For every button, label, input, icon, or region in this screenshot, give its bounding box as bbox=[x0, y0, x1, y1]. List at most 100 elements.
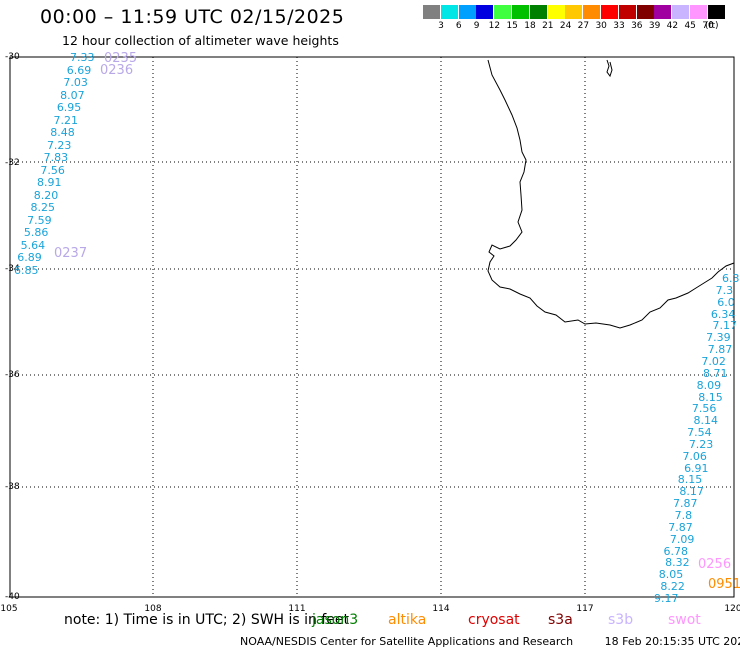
scale-tick-label: 42 bbox=[666, 21, 679, 31]
scale-swatch bbox=[654, 5, 672, 19]
scale-tick-label: 9 bbox=[473, 21, 480, 31]
scale-tick-label: 6 bbox=[455, 21, 462, 31]
legend-item-jason3: jason3 bbox=[312, 612, 359, 628]
wave-height-value: 7.87 bbox=[707, 343, 733, 357]
scale-swatch bbox=[547, 5, 565, 19]
wave-height-value: 7.8 bbox=[674, 509, 693, 523]
wave-height-value: 6.89 bbox=[17, 251, 42, 265]
wave-height-value: 7.17 bbox=[712, 319, 738, 333]
wave-height-value: 8.14 bbox=[693, 414, 719, 428]
wave-height-value: 8.15 bbox=[698, 390, 723, 404]
scale-tick-label: 45 bbox=[684, 21, 696, 31]
wave-height-value: 8.32 bbox=[665, 556, 690, 570]
wave-height-value: 7.39 bbox=[706, 331, 731, 345]
wave-height-value: 7.23 bbox=[46, 138, 72, 152]
wave-height-value: 7.23 bbox=[688, 437, 714, 451]
legend-item-altika: altika bbox=[388, 612, 427, 628]
lon-label: 117 bbox=[576, 604, 594, 614]
wave-height-value: 7.56 bbox=[691, 402, 717, 416]
grid-lines bbox=[10, 57, 734, 597]
lon-label: 114 bbox=[432, 604, 450, 614]
wave-height-value: 7.56 bbox=[40, 163, 65, 177]
wave-height-value: 9.17 bbox=[654, 592, 679, 605]
scale-swatch bbox=[512, 5, 529, 19]
lon-label: 105 bbox=[0, 604, 18, 614]
wave-height-value: 8.20 bbox=[33, 188, 59, 202]
scale-swatch bbox=[583, 5, 601, 19]
lat-label: -30 bbox=[5, 52, 20, 62]
wave-height-value: 7.54 bbox=[687, 426, 712, 440]
wave-height-value: 6.91 bbox=[684, 461, 709, 475]
scale-tick-label: 3 bbox=[438, 21, 444, 31]
footer-timestamp: 18 Feb 20:15:35 UTC 2025 bbox=[604, 635, 740, 648]
wave-height-value: 8.09 bbox=[696, 378, 722, 392]
scale-swatch bbox=[601, 5, 618, 19]
wave-height-value: 7.3 bbox=[715, 283, 734, 297]
scale-unit: (ft) bbox=[705, 21, 719, 31]
wave-height-value: 5.86 bbox=[23, 226, 49, 240]
wave-height-value: 5.64 bbox=[20, 238, 46, 252]
scale-swatch bbox=[529, 5, 547, 19]
wave-height-value: 8.71 bbox=[703, 366, 728, 380]
scale-tick-label: 15 bbox=[506, 21, 518, 31]
pass-time-label: 0951 bbox=[708, 577, 740, 592]
scale-swatch bbox=[690, 5, 707, 19]
footer: NOAA/NESDIS Center for Satellite Applica… bbox=[240, 635, 740, 648]
legend-item-s3a: s3a bbox=[548, 612, 573, 628]
pass-time-label: 0236 bbox=[100, 63, 134, 78]
scale-swatch bbox=[636, 5, 654, 19]
coastline-islet bbox=[606, 59, 613, 78]
page-subtitle: 12 hour collection of altimeter wave hei… bbox=[62, 33, 339, 48]
wave-height-value: 7.33 bbox=[70, 51, 95, 64]
wave-height-value: 7.09 bbox=[669, 532, 695, 546]
scale-tick-label: 12 bbox=[488, 21, 501, 31]
scale-tick-label: 70 bbox=[702, 21, 714, 31]
wave-height-value: 7.87 bbox=[672, 497, 698, 511]
legend-item-swot: swot bbox=[668, 612, 701, 628]
legend-item-cryosat: cryosat bbox=[468, 612, 520, 628]
wave-height-value: 7.06 bbox=[682, 449, 707, 463]
wave-height-value: 8.48 bbox=[50, 126, 75, 140]
lon-label: 120 bbox=[724, 604, 740, 614]
wave-height-value: 6.3 bbox=[722, 272, 740, 285]
wave-height-value: 7.21 bbox=[53, 113, 79, 127]
lat-label: -36 bbox=[5, 370, 20, 380]
lat-label: -40 bbox=[5, 592, 20, 602]
scale-swatch bbox=[672, 5, 690, 19]
wave-height-value: 6.85 bbox=[14, 264, 39, 277]
map-frame bbox=[9, 56, 735, 598]
scale-swatch bbox=[707, 5, 725, 19]
lat-label: -32 bbox=[5, 158, 20, 168]
wave-height-value: 6.34 bbox=[710, 307, 736, 321]
wave-height-value: 7.87 bbox=[668, 520, 693, 534]
scale-swatch bbox=[440, 5, 458, 19]
wave-height-value: 6.0 bbox=[717, 295, 735, 309]
pass-time-label: 0235 bbox=[104, 51, 138, 66]
scale-swatch bbox=[458, 5, 476, 19]
scale-swatch bbox=[423, 5, 440, 19]
wave-height-value: 7.02 bbox=[701, 354, 726, 368]
wave-height-value: 8.25 bbox=[30, 201, 55, 215]
pass-time-label: 0256 bbox=[698, 557, 732, 572]
scale-swatch bbox=[618, 5, 636, 19]
scale-tick-label: 27 bbox=[577, 21, 590, 31]
scale-tick-label: 21 bbox=[542, 21, 554, 31]
page-title: 00:00 – 11:59 UTC 02/15/2025 bbox=[40, 6, 345, 28]
scale-swatch bbox=[494, 5, 512, 19]
wave-height-value: 8.22 bbox=[660, 580, 685, 594]
scale-tick-label: 24 bbox=[559, 21, 572, 31]
wave-height-value: 8.17 bbox=[679, 485, 704, 499]
wave-height-value: 8.05 bbox=[658, 568, 684, 582]
lon-label: 111 bbox=[288, 604, 306, 614]
lat-label: -38 bbox=[5, 482, 20, 492]
wave-height-value: 7.03 bbox=[63, 76, 88, 90]
scale-tick-label: 36 bbox=[631, 21, 643, 31]
pass-time-label: 0237 bbox=[54, 246, 88, 261]
wave-height-value: 8.91 bbox=[37, 176, 62, 190]
scale-swatch bbox=[565, 5, 583, 19]
scale-tick-label: 33 bbox=[613, 21, 625, 31]
lat-label: -34 bbox=[5, 264, 20, 274]
scale-tick-label: 18 bbox=[524, 21, 536, 31]
lon-label: 108 bbox=[144, 604, 162, 614]
